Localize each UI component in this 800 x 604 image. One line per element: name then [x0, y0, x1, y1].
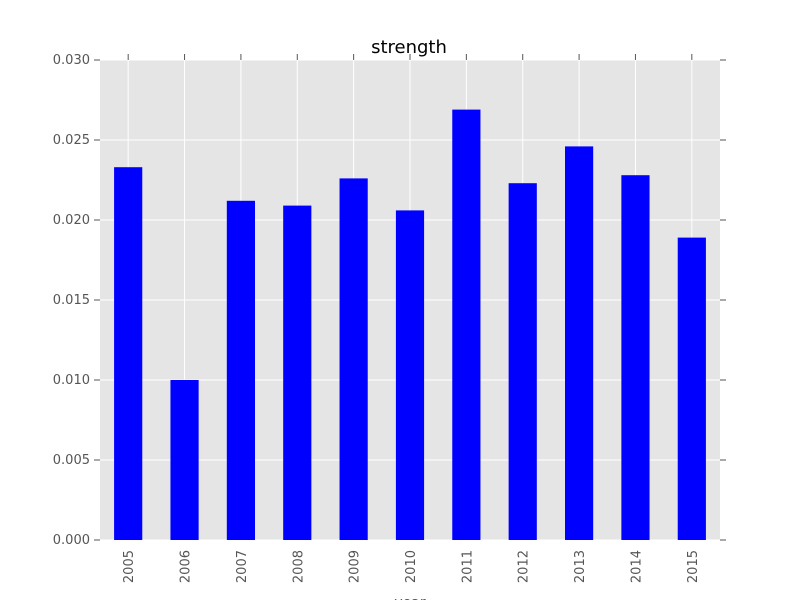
x-tick-label: 2005 [122, 550, 137, 583]
y-tick-label: 0.005 [53, 453, 90, 468]
bar-2007 [226, 200, 255, 541]
bar-2012 [508, 183, 537, 540]
x-tick-label: 2012 [517, 550, 532, 583]
x-axis-label: year [394, 595, 425, 600]
bar-2013 [565, 146, 594, 540]
bar-2014 [621, 175, 650, 540]
bar-2015 [677, 237, 706, 540]
x-tick-label: 2015 [686, 550, 701, 583]
bar-2006 [170, 380, 199, 540]
x-tick-label: 2007 [235, 550, 250, 583]
x-tick-label: 2009 [348, 550, 363, 583]
y-tick-label: 0.015 [53, 293, 90, 308]
x-tick-label: 2013 [573, 550, 588, 583]
x-tick-label: 2010 [404, 550, 419, 583]
x-axis-ticks: 2005 2006 2007 2008 2009 2010 2011 2012 2013 2014… [122, 54, 701, 583]
bar-2011 [452, 109, 481, 540]
y-tick-label: 0.010 [53, 373, 90, 388]
x-tick-label: 2011 [460, 550, 475, 583]
y-tick-label: 0.020 [53, 213, 90, 228]
x-tick-label: 2008 [291, 550, 306, 583]
y-axis-ticks: 0.000 0.005 0.010 0.015 0.020 0.025 0.030 [53, 53, 726, 548]
chart-title: strength [371, 37, 447, 58]
y-tick-label: 0.025 [53, 133, 90, 148]
bar-2005 [114, 167, 143, 540]
bar-2010 [395, 210, 425, 540]
y-tick-label: 0.030 [53, 53, 90, 68]
x-tick-label: 2006 [179, 550, 194, 583]
x-tick-label: 2014 [629, 550, 644, 583]
y-tick-label: 0.000 [53, 533, 90, 548]
bar-2008 [283, 205, 312, 540]
bars [114, 109, 706, 541]
bar-2009 [339, 178, 368, 540]
